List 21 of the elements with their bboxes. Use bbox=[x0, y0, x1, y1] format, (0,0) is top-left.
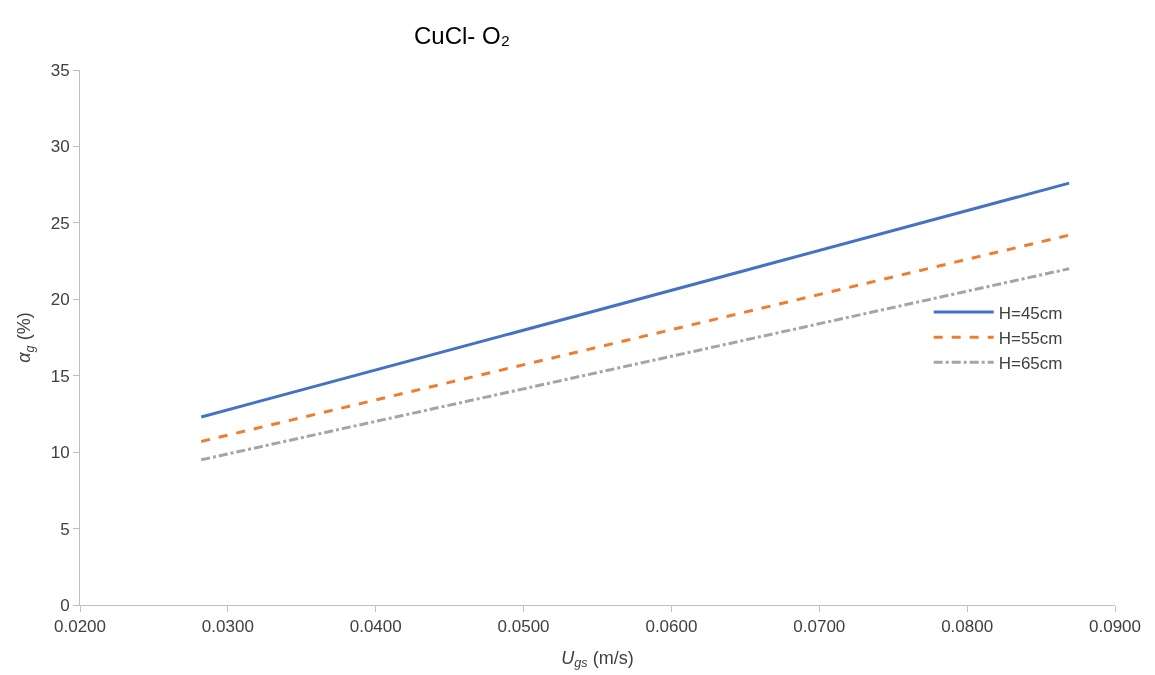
y-tick-label: 30 bbox=[50, 137, 70, 157]
x-tick-label: 0.0600 bbox=[645, 617, 698, 637]
y-tick-label: 15 bbox=[50, 366, 70, 386]
x-axis-title: U$_{gs}$ (m/s) bbox=[561, 647, 634, 671]
x-tick-label: 0.0700 bbox=[793, 617, 846, 637]
y-tick-label: 5 bbox=[60, 519, 70, 539]
x-tick-label: 0.0400 bbox=[349, 617, 402, 637]
x-tick-label: 0.0200 bbox=[54, 617, 106, 637]
x-tick-label: 0.0900 bbox=[1089, 617, 1141, 637]
y-tick-label: 20 bbox=[50, 290, 70, 310]
legend-label: H=55cm bbox=[998, 328, 1063, 348]
y-tick-label: 0 bbox=[60, 595, 70, 615]
y-tick-label: 35 bbox=[50, 60, 70, 80]
x-tick-label: 0.0300 bbox=[201, 617, 254, 637]
y-tick-label: 25 bbox=[50, 213, 70, 233]
chart-title: CuCl- O₂ bbox=[414, 21, 510, 49]
x-tick-label: 0.0800 bbox=[941, 617, 994, 637]
legend-label: H=45cm bbox=[998, 303, 1063, 323]
x-tick-label: 0.0500 bbox=[497, 617, 550, 637]
legend-label: H=65cm bbox=[998, 353, 1063, 373]
y-tick-label: 10 bbox=[50, 443, 70, 463]
